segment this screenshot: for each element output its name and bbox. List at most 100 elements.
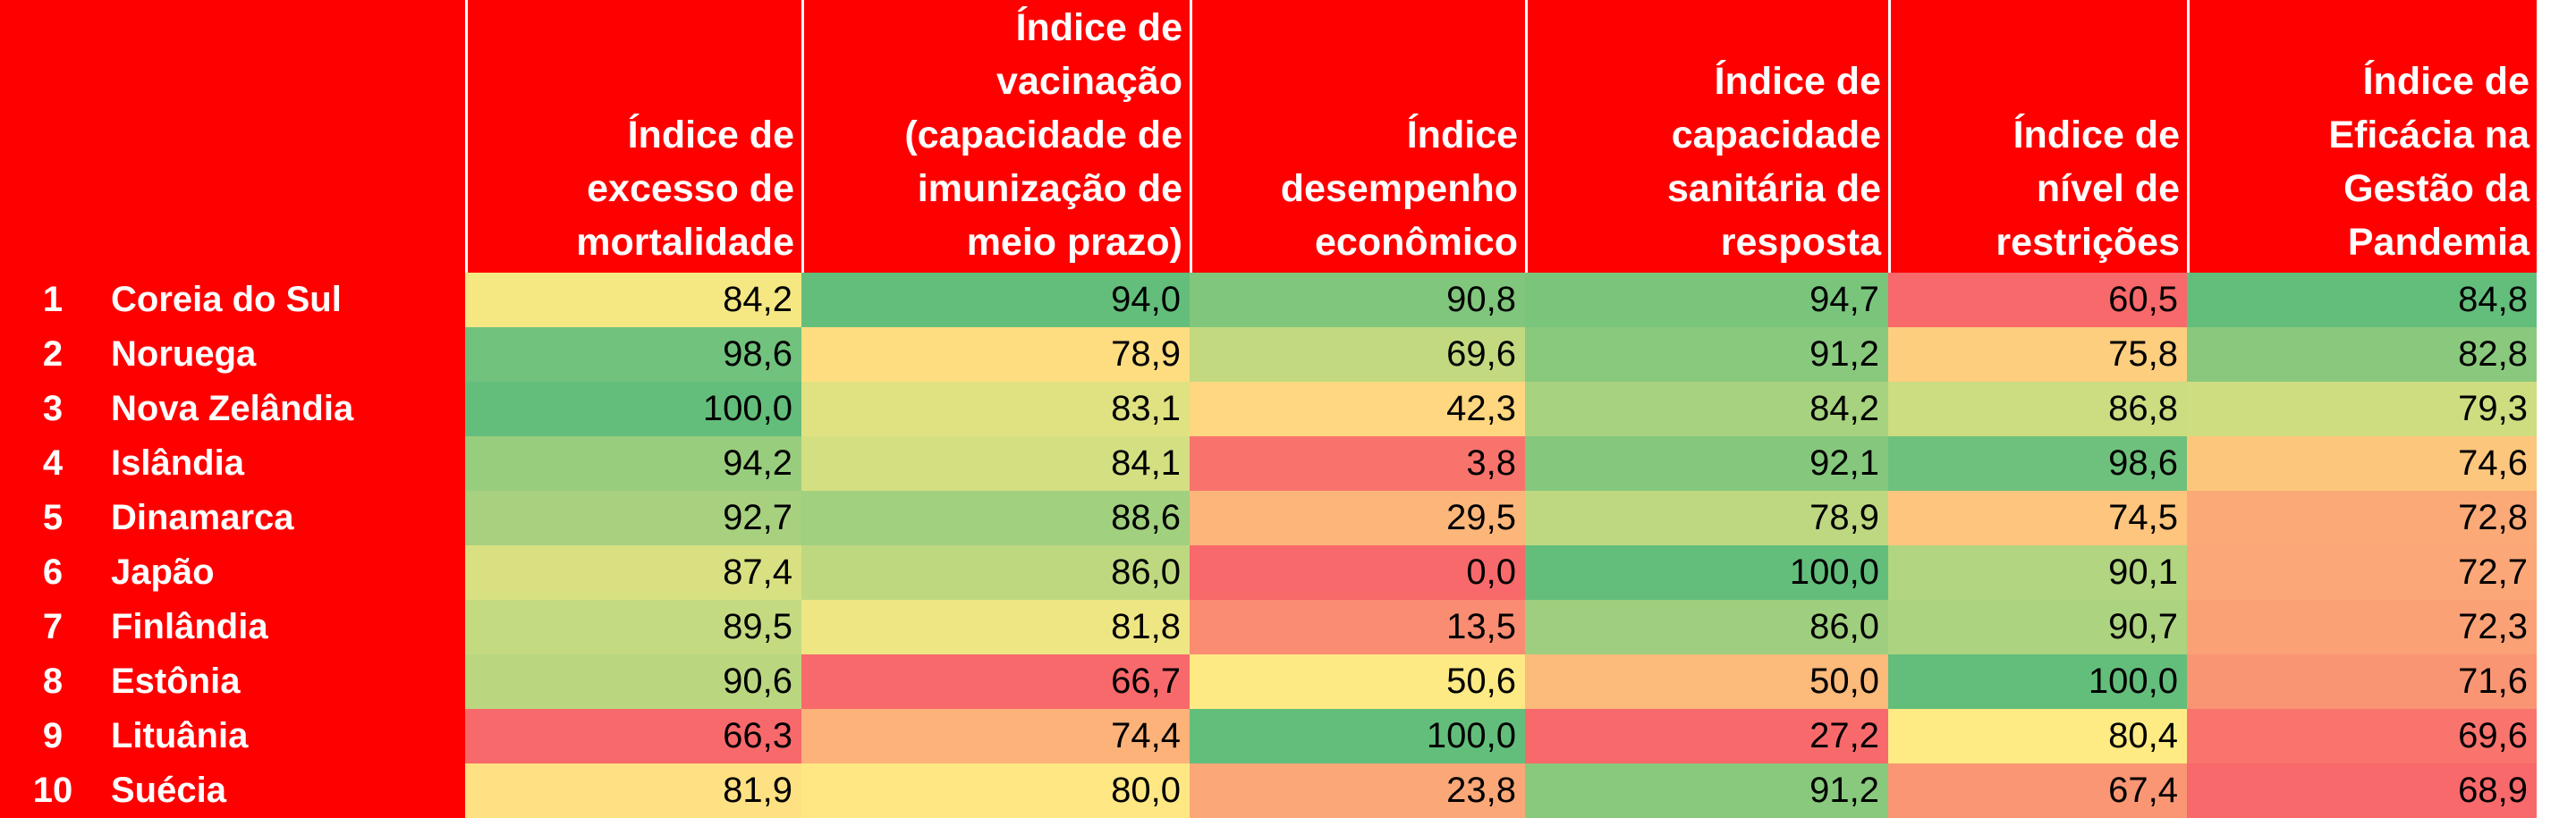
header-blank-rank: [0, 0, 106, 273]
value-cell: 29,5: [1190, 491, 1525, 545]
value-cell: 100,0: [1525, 545, 1888, 600]
value-cell: 68,9: [2187, 763, 2537, 818]
value-cell: 23,8: [1190, 763, 1525, 818]
country-cell: Finlândia: [106, 600, 465, 654]
value-cell: 71,6: [2187, 654, 2537, 709]
value-cell: 78,9: [1525, 491, 1888, 545]
value-cell: 3,8: [1190, 436, 1525, 491]
table-row: 3 Nova Zelândia 100,0 83,1 42,3 84,2 86,8 79,3: [0, 382, 2537, 436]
value-cell: 98,6: [465, 327, 801, 382]
rank-cell: 5: [0, 491, 106, 545]
value-cell: 80,0: [801, 763, 1190, 818]
value-cell: 89,5: [465, 600, 801, 654]
value-cell: 92,7: [465, 491, 801, 545]
value-cell: 74,6: [2187, 436, 2537, 491]
table-row: 10 Suécia 81,9 80,0 23,8 91,2 67,4 68,9: [0, 763, 2537, 818]
value-cell: 92,1: [1525, 436, 1888, 491]
value-cell: 84,8: [2187, 273, 2537, 327]
value-cell: 83,1: [801, 382, 1190, 436]
value-cell: 66,3: [465, 709, 801, 763]
value-cell: 100,0: [1888, 654, 2187, 709]
rank-cell: 9: [0, 709, 106, 763]
value-cell: 27,2: [1525, 709, 1888, 763]
value-cell: 86,0: [801, 545, 1190, 600]
header-blank-country: [106, 0, 465, 273]
table-row: 5 Dinamarca 92,7 88,6 29,5 78,9 74,5 72,8: [0, 491, 2537, 545]
value-cell: 67,4: [1888, 763, 2187, 818]
value-cell: 84,1: [801, 436, 1190, 491]
rank-cell: 10: [0, 763, 106, 818]
rank-cell: 7: [0, 600, 106, 654]
value-cell: 84,2: [1525, 382, 1888, 436]
value-cell: 86,0: [1525, 600, 1888, 654]
rank-cell: 8: [0, 654, 106, 709]
table-row: 6 Japão 87,4 86,0 0,0 100,0 90,1 72,7: [0, 545, 2537, 600]
header-economic-performance: Índice desempenho econômico: [1190, 0, 1525, 273]
value-cell: 78,9: [801, 327, 1190, 382]
table-body: 1 Coreia do Sul 84,2 94,0 90,8 94,7 60,5 84,8 2 N…: [0, 273, 2537, 818]
header-vaccination: Índice de vacinação (capacidade de imuni…: [801, 0, 1190, 273]
rank-cell: 1: [0, 273, 106, 327]
value-cell: 94,7: [1525, 273, 1888, 327]
value-cell: 74,5: [1888, 491, 2187, 545]
value-cell: 79,3: [2187, 382, 2537, 436]
rank-cell: 2: [0, 327, 106, 382]
value-cell: 90,8: [1190, 273, 1525, 327]
value-cell: 72,3: [2187, 600, 2537, 654]
value-cell: 72,7: [2187, 545, 2537, 600]
country-cell: Islândia: [106, 436, 465, 491]
table-row: 1 Coreia do Sul 84,2 94,0 90,8 94,7 60,5 84,8: [0, 273, 2537, 327]
value-cell: 74,4: [801, 709, 1190, 763]
value-cell: 82,8: [2187, 327, 2537, 382]
header-pandemic-management: Índice de Eficácia na Gestão da Pandemia: [2187, 0, 2537, 273]
rank-cell: 6: [0, 545, 106, 600]
country-cell: Coreia do Sul: [106, 273, 465, 327]
value-cell: 80,4: [1888, 709, 2187, 763]
table-row: 7 Finlândia 89,5 81,8 13,5 86,0 90,7 72,3: [0, 600, 2537, 654]
value-cell: 100,0: [1190, 709, 1525, 763]
value-cell: 13,5: [1190, 600, 1525, 654]
value-cell: 81,9: [465, 763, 801, 818]
country-cell: Lituânia: [106, 709, 465, 763]
country-cell: Suécia: [106, 763, 465, 818]
value-cell: 90,7: [1888, 600, 2187, 654]
table-row: 9 Lituânia 66,3 74,4 100,0 27,2 80,4 69,6: [0, 709, 2537, 763]
header-restrictions: Índice de nível de restrições: [1888, 0, 2187, 273]
value-cell: 66,7: [801, 654, 1190, 709]
value-cell: 69,6: [1190, 327, 1525, 382]
value-cell: 81,8: [801, 600, 1190, 654]
value-cell: 90,6: [465, 654, 801, 709]
value-cell: 86,8: [1888, 382, 2187, 436]
value-cell: 87,4: [465, 545, 801, 600]
header-excess-mortality: Índice de excesso de mortalidade: [465, 0, 801, 273]
table-row: 2 Noruega 98,6 78,9 69,6 91,2 75,8 82,8: [0, 327, 2537, 382]
value-cell: 91,2: [1525, 763, 1888, 818]
value-cell: 94,2: [465, 436, 801, 491]
country-cell: Nova Zelândia: [106, 382, 465, 436]
header-row: Índice de excesso de mortalidade Índice …: [0, 0, 2537, 273]
value-cell: 72,8: [2187, 491, 2537, 545]
value-cell: 60,5: [1888, 273, 2187, 327]
value-cell: 90,1: [1888, 545, 2187, 600]
value-cell: 75,8: [1888, 327, 2187, 382]
value-cell: 50,0: [1525, 654, 1888, 709]
rank-cell: 4: [0, 436, 106, 491]
value-cell: 94,0: [801, 273, 1190, 327]
header-health-capacity: Índice de capacidade sanitária de respos…: [1525, 0, 1888, 273]
country-cell: Estônia: [106, 654, 465, 709]
country-cell: Noruega: [106, 327, 465, 382]
table-row: 8 Estônia 90,6 66,7 50,6 50,0 100,0 71,6: [0, 654, 2537, 709]
value-cell: 50,6: [1190, 654, 1525, 709]
rank-cell: 3: [0, 382, 106, 436]
table-row: 4 Islândia 94,2 84,1 3,8 92,1 98,6 74,6: [0, 436, 2537, 491]
country-cell: Dinamarca: [106, 491, 465, 545]
value-cell: 91,2: [1525, 327, 1888, 382]
value-cell: 84,2: [465, 273, 801, 327]
country-cell: Japão: [106, 545, 465, 600]
value-cell: 98,6: [1888, 436, 2187, 491]
value-cell: 88,6: [801, 491, 1190, 545]
value-cell: 42,3: [1190, 382, 1525, 436]
value-cell: 100,0: [465, 382, 801, 436]
value-cell: 69,6: [2187, 709, 2537, 763]
